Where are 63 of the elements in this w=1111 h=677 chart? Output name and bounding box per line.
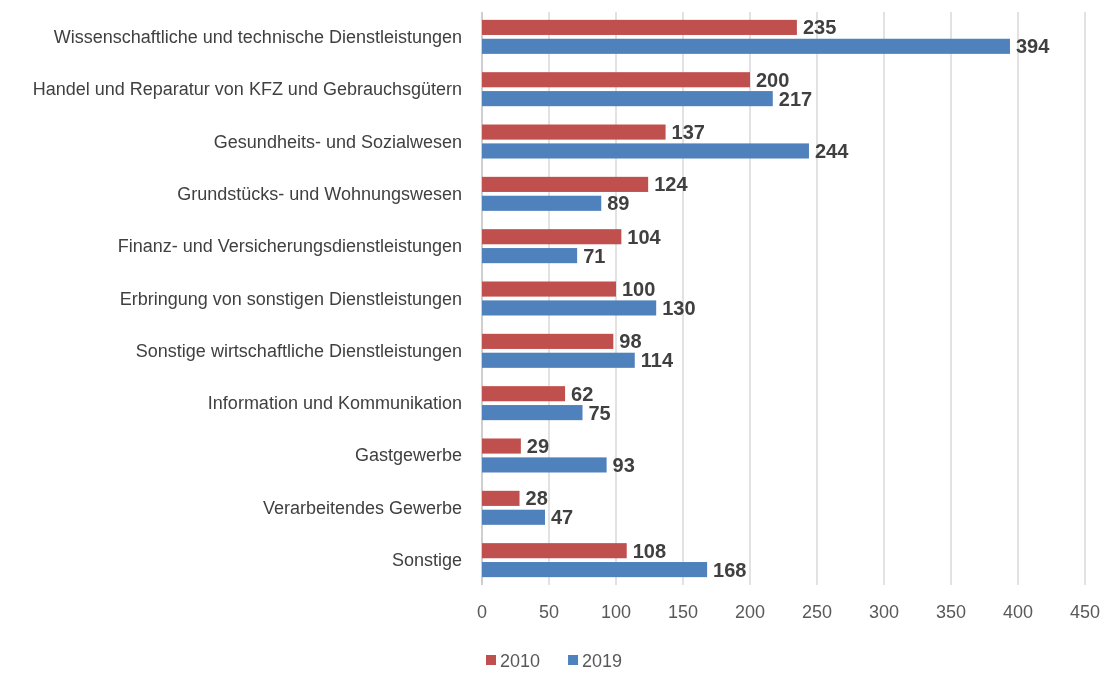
bar: [482, 72, 750, 88]
y-tick-label: Verarbeitendes Gewerbe: [262, 497, 462, 518]
bar: [482, 281, 616, 297]
x-tick-label: 300: [868, 602, 900, 622]
data-label: 114: [640, 349, 674, 372]
x-tick-label: 450: [1069, 602, 1101, 622]
bar: [482, 405, 583, 421]
x-tick-label: 50: [538, 602, 560, 622]
x-tick-label: 150: [667, 602, 699, 622]
data-label: 93: [612, 453, 635, 476]
bar: [482, 124, 666, 140]
bar: [482, 143, 809, 159]
bar: [482, 195, 602, 211]
bar: [482, 38, 1010, 54]
data-label: 29: [526, 435, 550, 458]
data-label: 137: [671, 121, 705, 144]
y-tick-label: Sonstige wirtschaftliche Dienstleistungen: [135, 340, 462, 361]
x-tick-label: 0: [476, 602, 488, 622]
x-tick-label: 400: [1002, 602, 1034, 622]
data-label: 71: [583, 244, 606, 267]
data-label: 168: [713, 558, 747, 581]
bar: [482, 229, 622, 245]
x-tick-label: 200: [734, 602, 766, 622]
y-tick-label: Wissenschaftliche und technische Dienstleistungen: [53, 26, 462, 47]
bar: [482, 457, 607, 473]
legend-label: 2010: [500, 651, 541, 671]
data-label: 124: [654, 173, 689, 196]
data-label: 28: [525, 487, 548, 510]
data-label: 104: [627, 225, 662, 248]
bar: [482, 248, 578, 264]
y-tick-label: Gesundheits- und Sozialwesen: [213, 131, 462, 152]
data-label: 100: [622, 278, 656, 301]
y-tick-label: Erbringung von sonstigen Dienstleistungen: [119, 288, 462, 309]
y-tick-label: Handel und Reparatur von KFZ und Gebrauchsgütern: [32, 79, 462, 100]
legend-label: 2019: [582, 651, 623, 671]
bar: [482, 176, 649, 192]
x-tick-label: 250: [801, 602, 833, 622]
y-tick-label: Grundstücks- und Wohnungswesen: [177, 183, 462, 204]
bar: [482, 352, 635, 368]
data-label: 130: [662, 296, 696, 319]
data-label: 89: [607, 192, 630, 215]
bar: [482, 300, 657, 316]
data-label: 244: [814, 139, 850, 162]
bar: [482, 438, 521, 454]
x-tick-label: 100: [600, 602, 632, 622]
data-label: 108: [632, 539, 667, 562]
data-label: 394: [1015, 35, 1051, 58]
data-label: 235: [802, 16, 837, 39]
y-tick-label: Sonstige: [391, 550, 462, 571]
data-label: 98: [619, 330, 642, 353]
bar: [482, 333, 614, 349]
bar: [482, 543, 627, 559]
x-tick-label: 350: [935, 602, 967, 622]
y-tick-label: Finanz- und Versicherungsdienstleistungen: [117, 236, 462, 257]
bar: [482, 509, 545, 525]
bar: [482, 386, 566, 402]
y-tick-label: Gastgewerbe: [354, 445, 462, 466]
bar: [482, 562, 708, 578]
y-tick-label: Information und Kommunikation: [207, 393, 462, 414]
data-label: 47: [550, 506, 574, 529]
bar: [482, 91, 773, 107]
bar: [482, 19, 797, 35]
bar: [482, 490, 520, 506]
